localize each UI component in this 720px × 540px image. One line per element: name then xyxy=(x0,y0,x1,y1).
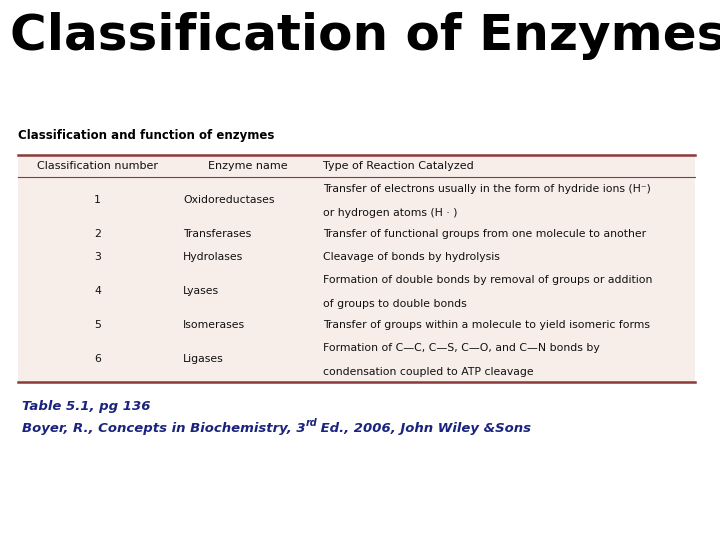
Bar xyxy=(18,155,695,382)
Text: Table 5.1, pg 136: Table 5.1, pg 136 xyxy=(22,400,150,413)
Text: Classification and function of enzymes: Classification and function of enzymes xyxy=(18,129,274,142)
Text: Ligases: Ligases xyxy=(183,354,224,364)
Text: Ed., 2006, John Wiley &Sons: Ed., 2006, John Wiley &Sons xyxy=(315,422,531,435)
Text: of groups to double bonds: of groups to double bonds xyxy=(323,299,467,309)
Text: Type of Reaction Catalyzed: Type of Reaction Catalyzed xyxy=(323,161,474,171)
Text: rd: rd xyxy=(305,418,318,428)
Text: 3: 3 xyxy=(94,252,101,262)
Text: Transferases: Transferases xyxy=(183,229,251,239)
Text: 5: 5 xyxy=(94,320,101,330)
Text: or hydrogen atoms (H · ): or hydrogen atoms (H · ) xyxy=(323,208,457,218)
Text: Enzyme name: Enzyme name xyxy=(208,161,288,171)
Text: Formation of double bonds by removal of groups or addition: Formation of double bonds by removal of … xyxy=(323,275,652,285)
Text: Cleavage of bonds by hydrolysis: Cleavage of bonds by hydrolysis xyxy=(323,252,500,262)
Text: 2: 2 xyxy=(94,229,101,239)
Text: Formation of C—C, C—S, C—O, and C—N bonds by: Formation of C—C, C—S, C—O, and C—N bond… xyxy=(323,343,600,353)
Text: Hydrolases: Hydrolases xyxy=(183,252,243,262)
Text: Lyases: Lyases xyxy=(183,286,219,296)
Text: condensation coupled to ATP cleavage: condensation coupled to ATP cleavage xyxy=(323,367,534,377)
Text: Classification number: Classification number xyxy=(37,161,158,171)
Text: Boyer, R., Concepts in Biochemistry, 3: Boyer, R., Concepts in Biochemistry, 3 xyxy=(22,422,305,435)
Text: 6: 6 xyxy=(94,354,101,364)
Text: Oxidoreductases: Oxidoreductases xyxy=(183,195,274,205)
Text: 1: 1 xyxy=(94,195,101,205)
Text: Isomerases: Isomerases xyxy=(183,320,245,330)
Text: Transfer of groups within a molecule to yield isomeric forms: Transfer of groups within a molecule to … xyxy=(323,320,650,330)
Text: Transfer of functional groups from one molecule to another: Transfer of functional groups from one m… xyxy=(323,229,646,239)
Text: Transfer of electrons usually in the form of hydride ions (H⁻): Transfer of electrons usually in the for… xyxy=(323,184,651,194)
Text: Classification of Enzymes: Classification of Enzymes xyxy=(10,12,720,60)
Text: 4: 4 xyxy=(94,286,101,296)
